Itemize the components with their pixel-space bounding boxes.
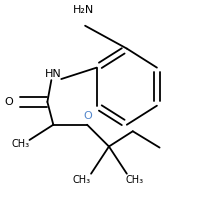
Text: CH₃: CH₃ bbox=[72, 175, 90, 185]
Text: HN: HN bbox=[45, 69, 62, 79]
Text: O: O bbox=[84, 111, 92, 121]
Text: O: O bbox=[5, 97, 13, 107]
Text: CH₃: CH₃ bbox=[11, 139, 30, 149]
Text: H₂N: H₂N bbox=[72, 5, 94, 16]
Text: CH₃: CH₃ bbox=[126, 175, 144, 185]
